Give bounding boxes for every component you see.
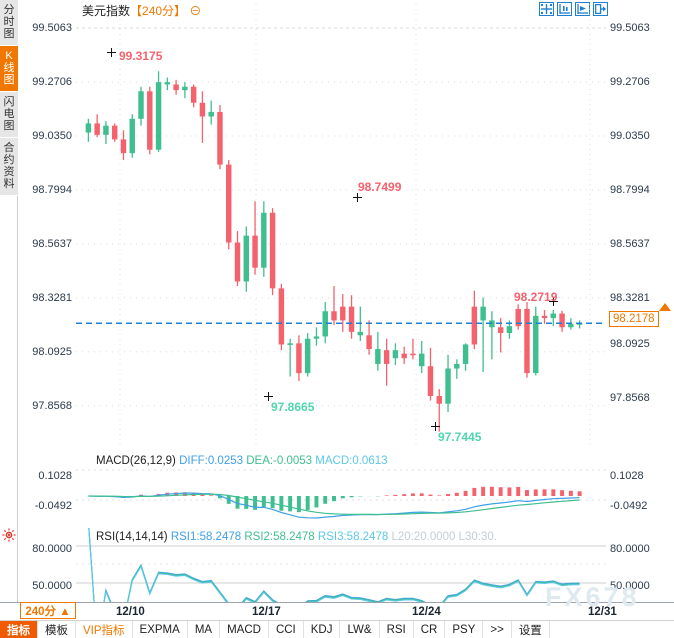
period-badge[interactable]: 240分 ▲ <box>20 602 76 619</box>
collapse-icon[interactable]: ⊖ <box>189 4 202 18</box>
y-axis-right-tick-7: 97.8568 <box>610 392 650 404</box>
y-axis-left-tick-2: 99.0350 <box>32 130 72 142</box>
macd-axis-top: 0.1028 <box>38 470 72 482</box>
page-title: 美元指数【240分】 ⊖ <box>82 2 201 19</box>
y-axis-right-tick-2: 99.0350 <box>610 130 650 142</box>
bottom-toolbar: 指标 模板 VIP指标 EXPMA MA MACD CCI KDJ LW& RS… <box>0 620 674 638</box>
y-axis-right-tick-5: 98.3281 <box>610 292 650 304</box>
rsi3-value: RSI3:58.2478 <box>317 531 389 543</box>
macd-axis-bottom-right: -0.0492 <box>610 500 648 512</box>
macd-name: MACD(26,12,9) <box>96 455 176 467</box>
rsi-panel[interactable] <box>76 528 606 602</box>
high-annotation-2: 98.7499 <box>358 180 402 194</box>
bottom-tab-template[interactable]: 模板 <box>38 621 76 638</box>
high-marker-cross-1 <box>107 48 116 57</box>
rsi-axis-top: 80.0000 <box>32 543 72 555</box>
macd-dea-value: DEA:-0.0053 <box>246 455 313 467</box>
low-annotation-2: 97.7445 <box>438 430 482 444</box>
rsi-l30-value: L30:30. <box>458 531 497 543</box>
macd-panel[interactable] <box>76 452 606 528</box>
rsi-axis-mid-right: 50.0000 <box>610 580 650 592</box>
rsi-axis-mid: 50.0000 <box>32 580 72 592</box>
bottom-tab-macd[interactable]: MACD <box>220 621 269 638</box>
bottom-tab-vip[interactable]: VIP指标 <box>76 621 133 638</box>
macd-title: MACD(26,12,9) DIFF:0.0253 DEA:-0.0053 MA… <box>96 455 388 467</box>
y-axis-left-tick-6: 98.0925 <box>32 346 72 358</box>
high-marker-cross-2 <box>353 193 362 202</box>
y-axis-right-tick-1: 99.2706 <box>610 76 650 88</box>
y-axis-right-tick-4: 98.5637 <box>610 238 650 250</box>
candlestick-chart[interactable] <box>76 4 606 448</box>
rsi1-value: RSI1:58.2478 <box>170 531 242 543</box>
y-axis-right-tick-0: 99.5063 <box>610 22 650 34</box>
bottom-tab-more[interactable]: >> <box>483 621 512 638</box>
y-axis-left-tick-3: 98.7994 <box>32 184 72 196</box>
macd-diff-value: DIFF:0.0253 <box>179 455 244 467</box>
macd-macd-value: MACD:0.0613 <box>315 455 388 467</box>
rsi-plot[interactable] <box>76 528 606 602</box>
brightness-sun-icon[interactable] <box>2 528 16 542</box>
sidebar-item-kline[interactable]: K线图 <box>0 46 18 92</box>
high-annotation-3: 98.2719 <box>514 290 558 304</box>
macd-plot[interactable] <box>76 452 606 528</box>
x-axis-tick-1: 12/17 <box>252 606 281 618</box>
y-axis-right-tick-3: 98.7994 <box>610 184 650 196</box>
macd-axis-top-right: 0.1028 <box>610 470 644 482</box>
bottom-tab-expma[interactable]: EXPMA <box>133 621 188 638</box>
bottom-tab-cci[interactable]: CCI <box>269 621 304 638</box>
bottom-tab-rsi[interactable]: RSI <box>380 621 414 638</box>
sidebar-item-lightning[interactable]: 闪电图 <box>0 92 18 138</box>
sidebar-item-contract-info[interactable]: 合约资料 <box>0 138 18 196</box>
price-plot[interactable] <box>76 4 606 448</box>
chart-scale-icon[interactable] <box>557 2 572 16</box>
low-marker-cross-2 <box>431 422 440 431</box>
x-axis-tick-3: 12/31 <box>588 606 617 618</box>
sidebar-item-timeshare[interactable]: 分时图 <box>0 0 18 46</box>
high-marker-cross-3 <box>549 297 558 306</box>
rsi-axis-top-right: 80.0000 <box>610 543 650 555</box>
x-axis: 12/10 12/17 12/24 12/31 <box>0 602 674 620</box>
instrument-name: 美元指数 <box>82 4 131 18</box>
x-axis-tick-0: 12/10 <box>116 606 145 618</box>
last-price-arrow-icon <box>659 303 671 311</box>
macd-axis-bottom: -0.0492 <box>34 500 72 512</box>
rsi-name: RSI(14,14,14) <box>96 531 168 543</box>
crosshair-icon[interactable] <box>539 2 554 16</box>
high-annotation-1: 99.3175 <box>119 49 163 63</box>
left-sidebar: 分时图 K线图 闪电图 合约资料 <box>0 0 18 602</box>
exit-icon[interactable] <box>593 2 608 16</box>
period-label: 【240分】 <box>130 4 187 18</box>
y-axis-left-tick-4: 98.5637 <box>32 238 72 250</box>
bottom-tab-settings[interactable]: 设置 <box>512 621 550 638</box>
rsi-title: RSI(14,14,14) RSI1:58.2478 RSI2:58.2478 … <box>96 531 497 543</box>
bottom-tab-ma[interactable]: MA <box>188 621 221 638</box>
bottom-tab-kdj[interactable]: KDJ <box>304 621 341 638</box>
y-axis-left-tick-7: 97.8568 <box>32 400 72 412</box>
y-axis-left-tick-5: 98.3281 <box>32 292 72 304</box>
y-axis-right-tick-6: 98.0925 <box>610 338 650 350</box>
y-axis-left-tick-0: 99.5063 <box>32 22 72 34</box>
low-annotation-1: 97.8665 <box>271 400 315 414</box>
rsi2-value: RSI2:58.2478 <box>244 531 315 543</box>
low-marker-cross-1 <box>264 392 273 401</box>
y-axis-left-tick-1: 99.2706 <box>32 76 72 88</box>
rsi-l20-value: L20:20.0000 <box>391 531 456 543</box>
x-axis-tick-2: 12/24 <box>412 606 441 618</box>
last-price-tag: 98.2178 <box>609 311 659 327</box>
bottom-tab-indicator[interactable]: 指标 <box>0 621 38 638</box>
bottom-tab-cr[interactable]: CR <box>414 621 446 638</box>
bottom-tab-lwr[interactable]: LW& <box>340 621 380 638</box>
bottom-tab-psy[interactable]: PSY <box>445 621 484 638</box>
